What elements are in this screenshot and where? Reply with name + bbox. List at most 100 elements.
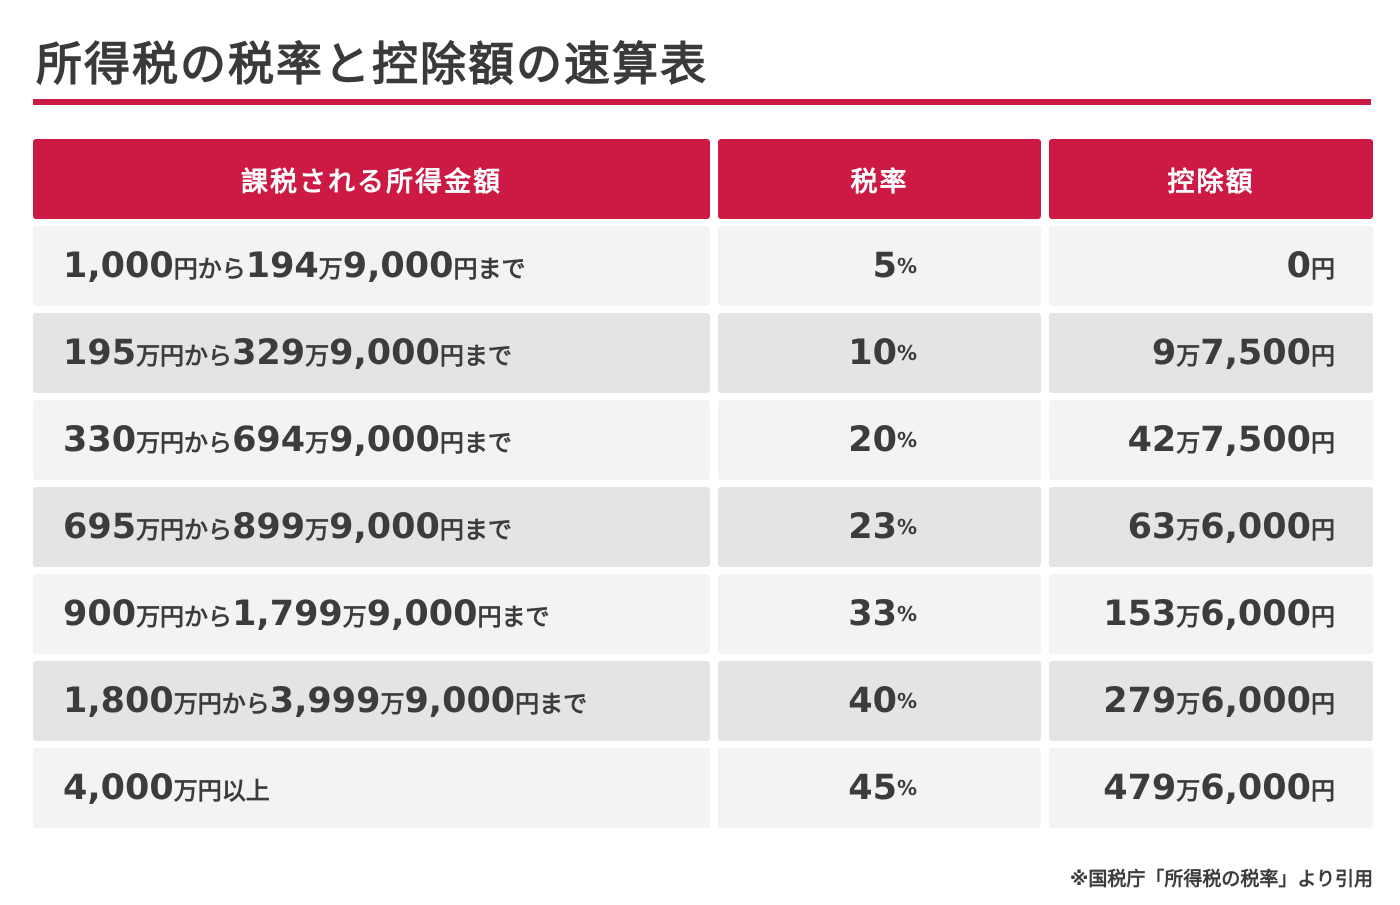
income-range-cell: 900 万円から 1,799 万 9,000 円まで <box>33 574 710 654</box>
amount-unit: 万 <box>342 602 367 631</box>
deduction-cell: 153 万 6,000 円 <box>1049 574 1373 654</box>
amount-unit: 万円以上 <box>173 776 270 805</box>
amount-number: 900 <box>63 594 137 634</box>
amount-number: 194 <box>245 246 319 286</box>
amount-number: 330 <box>63 420 137 460</box>
table-row: 900 万円から 1,799 万 9,000 円まで 33% 153 万 6,000 円 <box>33 574 1373 654</box>
amount-unit: 万 <box>380 689 405 718</box>
tax-rate-cell: 23% <box>718 487 1041 567</box>
amount-unit: 円まで <box>439 428 512 457</box>
title-underline <box>33 99 1371 105</box>
tax-rate-value: 20 <box>848 420 897 460</box>
income-range-cell: 1,800 万円から 3,999 万 9,000 円まで <box>33 661 710 741</box>
amount-number: 899 <box>232 507 306 547</box>
amount-unit: 万 <box>305 341 330 370</box>
tax-rate-value: 10 <box>848 333 897 373</box>
percent-sign: % <box>896 689 917 713</box>
amount-unit: 万 <box>1176 776 1201 805</box>
tax-rate-value: 5 <box>872 246 897 286</box>
amount-unit: 円 <box>1311 776 1335 805</box>
amount-number: 695 <box>63 507 137 547</box>
amount-unit: 万円から <box>136 428 233 457</box>
amount-unit: 万円から <box>136 602 233 631</box>
amount-number: 7,500 <box>1200 333 1311 373</box>
table-row: 695 万円から 899 万 9,000 円まで 23% 63 万 6,000 円 <box>33 487 1373 567</box>
tax-rate-cell: 10% <box>718 313 1041 393</box>
deduction-cell: 42 万 7,500 円 <box>1049 400 1373 480</box>
amount-unit: 万円から <box>173 689 270 718</box>
amount-unit: 万 <box>1176 515 1201 544</box>
source-note: ※国税庁「所得税の税率」より引用 <box>1069 868 1373 890</box>
amount-number: 1,000 <box>63 246 174 286</box>
page-title: 所得税の税率と控除額の速算表 <box>36 37 708 91</box>
amount-unit: 円 <box>1311 341 1335 370</box>
percent-sign: % <box>896 341 917 365</box>
amount-number: 1,800 <box>63 681 174 721</box>
amount-number: 9,000 <box>329 333 440 373</box>
amount-unit: 円まで <box>515 689 588 718</box>
amount-number: 9,000 <box>404 681 516 721</box>
amount-number: 329 <box>232 333 306 373</box>
amount-number: 1,799 <box>232 594 343 634</box>
amount-unit: 万 <box>1176 428 1201 457</box>
amount-unit: 万 <box>1176 689 1201 718</box>
amount-number: 9,000 <box>366 594 478 634</box>
amount-number: 6,000 <box>1200 507 1311 547</box>
amount-number: 3,999 <box>269 681 381 721</box>
amount-number: 9,000 <box>329 420 440 460</box>
amount-unit: 万 <box>1176 341 1201 370</box>
amount-number: 0 <box>1286 246 1311 286</box>
table-row: 330 万円から 694 万 9,000 円まで 20% 42 万 7,500 円 <box>33 400 1373 480</box>
table-row: 195 万円から 329 万 9,000 円まで 10% 9 万 7,500 円 <box>33 313 1373 393</box>
amount-number: 9,000 <box>342 246 454 286</box>
amount-number: 153 <box>1103 594 1177 634</box>
amount-number: 7,500 <box>1200 420 1311 460</box>
table-row: 4,000 万円以上 45% 479 万 6,000 円 <box>33 748 1373 828</box>
tax-rate-value: 23 <box>848 507 897 547</box>
percent-sign: % <box>896 254 917 278</box>
amount-unit: 万円から <box>136 341 233 370</box>
amount-number: 6,000 <box>1200 681 1311 721</box>
amount-unit: 円まで <box>439 341 512 370</box>
amount-number: 42 <box>1127 420 1177 460</box>
amount-unit: 万円から <box>136 515 233 544</box>
amount-number: 6,000 <box>1200 594 1311 634</box>
percent-sign: % <box>896 776 917 800</box>
amount-number: 694 <box>232 420 306 460</box>
amount-number: 4,000 <box>63 768 174 808</box>
tax-rate-cell: 45% <box>718 748 1041 828</box>
income-range-cell: 695 万円から 899 万 9,000 円まで <box>33 487 710 567</box>
table-body: 1,000 円から 194 万 9,000 円まで 5% 0 円 195 万円から 329 万 9,000… <box>33 226 1373 828</box>
header-tax-rate: 税率 <box>718 139 1041 219</box>
table-header-row: 課税される所得金額 税率 控除額 <box>33 139 1373 219</box>
amount-number: 6,000 <box>1200 768 1311 808</box>
amount-unit: 万 <box>305 428 330 457</box>
deduction-cell: 479 万 6,000 円 <box>1049 748 1373 828</box>
amount-unit: 円まで <box>477 602 550 631</box>
amount-unit: 円 <box>1311 254 1335 283</box>
amount-unit: 円まで <box>453 254 526 283</box>
amount-unit: 円 <box>1311 515 1335 544</box>
amount-number: 195 <box>63 333 137 373</box>
amount-number: 479 <box>1103 768 1177 808</box>
tax-rate-cell: 5% <box>718 226 1041 306</box>
percent-sign: % <box>896 515 917 539</box>
amount-number: 9,000 <box>329 507 440 547</box>
tax-rate-value: 40 <box>848 681 897 721</box>
table-row: 1,000 円から 194 万 9,000 円まで 5% 0 円 <box>33 226 1373 306</box>
deduction-cell: 9 万 7,500 円 <box>1049 313 1373 393</box>
amount-unit: 円 <box>1311 602 1335 631</box>
amount-number: 63 <box>1127 507 1177 547</box>
income-range-cell: 195 万円から 329 万 9,000 円まで <box>33 313 710 393</box>
header-taxable-income: 課税される所得金額 <box>33 139 710 219</box>
amount-unit: 円 <box>1311 689 1335 718</box>
tax-rate-cell: 20% <box>718 400 1041 480</box>
amount-unit: 万 <box>305 515 330 544</box>
tax-rate-cell: 33% <box>718 574 1041 654</box>
tax-rate-table: 課税される所得金額 税率 控除額 1,000 円から 194 万 9,000 円まで 5% 0… <box>33 139 1373 835</box>
amount-unit: 万 <box>1176 602 1201 631</box>
income-range-cell: 330 万円から 694 万 9,000 円まで <box>33 400 710 480</box>
amount-unit: 万 <box>318 254 343 283</box>
income-range-cell: 4,000 万円以上 <box>33 748 710 828</box>
